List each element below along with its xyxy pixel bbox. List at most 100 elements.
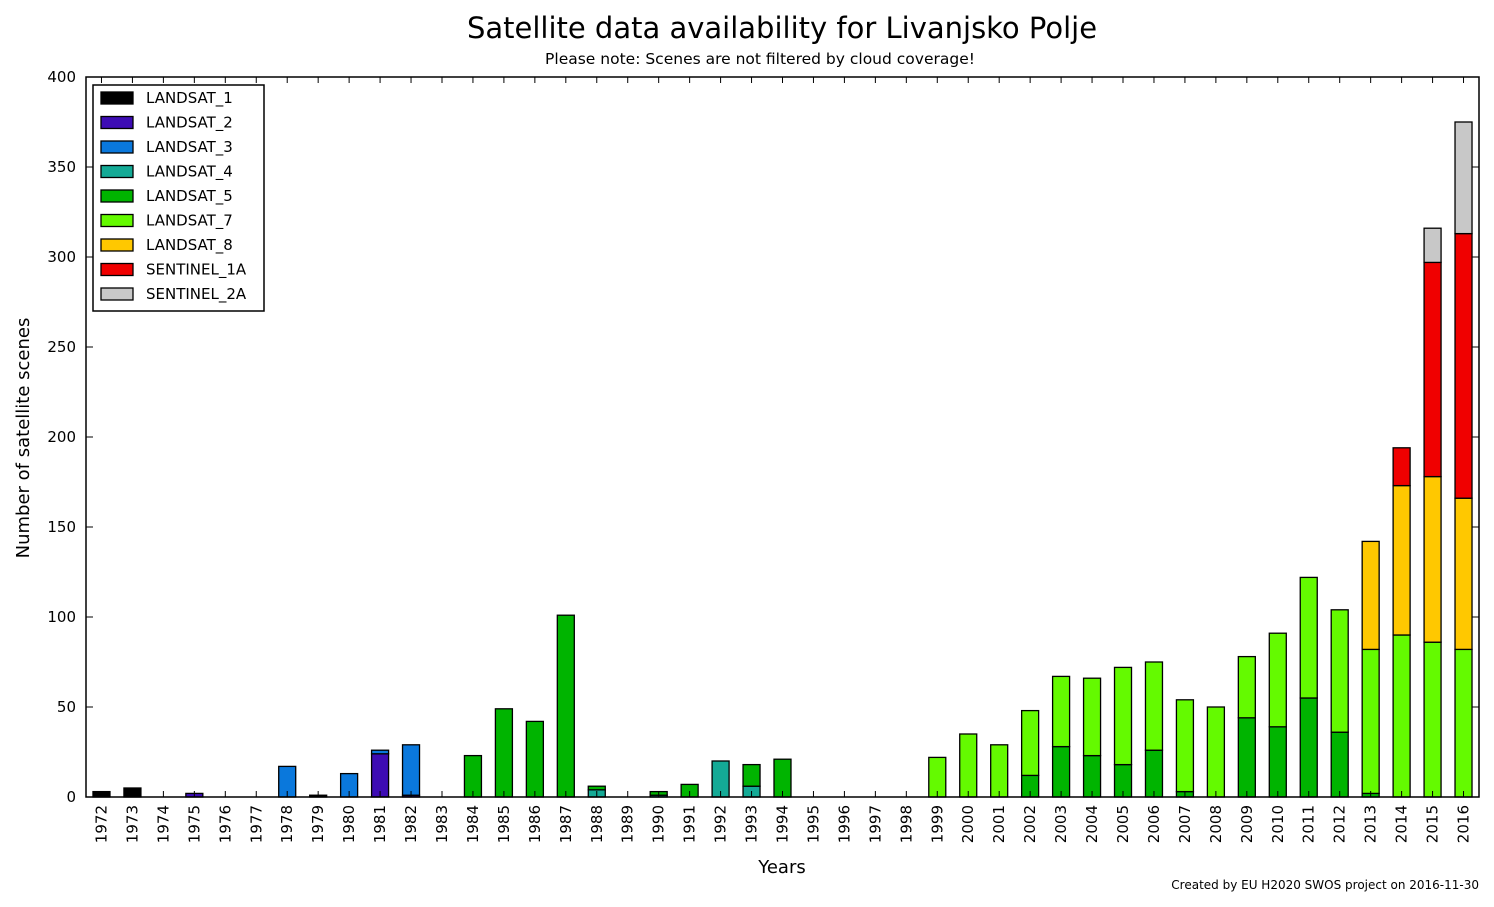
legend-swatch-landsat_3	[100, 140, 134, 154]
x-tick-label: 2013	[1362, 805, 1380, 843]
x-tick-label: 1999	[928, 805, 946, 843]
x-tick-label: 1997	[866, 805, 884, 843]
bar-sentinel_1a-2015	[1423, 261, 1442, 478]
legend-swatch-sentinel_2a	[100, 287, 134, 301]
bar-landsat_5-1987	[556, 614, 575, 798]
bar-landsat_5-2006	[1144, 749, 1164, 798]
chart-title: Satellite data availability for Livanjsk…	[467, 11, 1097, 45]
x-tick-label: 1998	[897, 805, 915, 843]
y-tick-label: 50	[57, 698, 76, 716]
y-tick-label: 200	[47, 428, 76, 446]
x-tick-label: 1982	[402, 805, 420, 843]
x-tick-label: 2011	[1300, 805, 1318, 843]
bar-landsat_8-2016	[1454, 497, 1473, 651]
legend-label-sentinel_1a: SENTINEL_1A	[146, 261, 247, 280]
bar-landsat_5-2010	[1268, 726, 1287, 798]
x-tick-label: 1984	[464, 805, 482, 843]
x-tick-label: 1975	[185, 805, 203, 843]
bar-landsat_8-2013	[1361, 540, 1380, 651]
x-tick-label: 2001	[990, 805, 1008, 843]
legend-label-sentinel_2a: SENTINEL_2A	[146, 285, 247, 304]
bar-sentinel_2a-2015	[1423, 227, 1442, 264]
x-tick-label: 2002	[1021, 805, 1039, 843]
bar-sentinel_1a-2014	[1392, 447, 1411, 487]
x-tick-label: 1983	[433, 805, 451, 843]
bar-landsat_5-1984	[463, 754, 483, 798]
bar-landsat_7-2012	[1330, 609, 1349, 733]
legend-label-landsat_5: LANDSAT_5	[146, 187, 233, 206]
bar-landsat_7-2011	[1299, 576, 1318, 699]
bar-sentinel_2a-2016	[1454, 121, 1473, 235]
bar-landsat_5-1985	[494, 708, 514, 798]
x-axis-ticks: 1972 1973 1974 1975 1976 1977 1978 1979 1980 1981…	[92, 77, 1473, 843]
legend-swatch-landsat_8	[100, 238, 134, 252]
legend-label-landsat_8: LANDSAT_8	[146, 236, 233, 255]
bar-landsat_7-2001	[990, 744, 1009, 798]
x-tick-label: 1986	[526, 805, 544, 843]
legend-label-landsat_4: LANDSAT_4	[146, 163, 233, 182]
x-tick-label: 2009	[1238, 805, 1256, 843]
bar-landsat_7-2006	[1144, 661, 1164, 751]
bar-landsat_8-2015	[1423, 475, 1442, 643]
y-tick-label: 400	[47, 68, 76, 86]
x-axis-label: Years	[757, 857, 806, 878]
legend-swatch-landsat_1	[100, 91, 134, 105]
x-tick-label: 1985	[495, 805, 513, 843]
chart-subtitle: Please note: Scenes are not filtered by …	[545, 50, 975, 68]
legend-swatch-landsat_4	[100, 164, 134, 179]
legend-label-landsat_1: LANDSAT_1	[146, 89, 233, 108]
legend: LANDSAT_1 LANDSAT_2 LANDSAT_3 LANDSAT_4 LAND…	[92, 84, 265, 312]
x-tick-label: 2004	[1083, 805, 1101, 843]
x-tick-label: 1991	[681, 805, 699, 843]
bar-landsat_5-2004	[1082, 754, 1102, 798]
bar-landsat_7-2008	[1206, 706, 1226, 798]
y-tick-label: 250	[47, 338, 76, 356]
legend-label-landsat_7: LANDSAT_7	[146, 212, 233, 231]
bar-landsat_7-2016	[1454, 648, 1473, 798]
y-axis-ticks: 0 50 100 150 200 250 300 350 400	[47, 68, 1479, 806]
x-tick-label: 1987	[557, 805, 575, 843]
y-tick-label: 0	[66, 788, 76, 806]
x-tick-label: 2014	[1393, 805, 1411, 843]
plot-frame	[85, 76, 1480, 798]
x-tick-label: 1989	[619, 805, 637, 843]
bar-landsat_7-2000	[959, 733, 978, 798]
x-tick-label: 2008	[1207, 805, 1225, 843]
y-tick-label: 300	[47, 248, 76, 266]
x-tick-label: 1980	[340, 805, 358, 843]
x-tick-label: 1977	[247, 805, 265, 843]
bar-landsat_5-1988	[587, 785, 606, 791]
x-tick-label: 2000	[959, 805, 977, 843]
legend-swatch-sentinel_1a	[100, 262, 134, 277]
credit-note: Created by EU H2020 SWOS project on 2016…	[1171, 878, 1479, 892]
x-tick-label: 1972	[92, 805, 110, 843]
legend-swatch-landsat_5	[100, 189, 134, 203]
bar-landsat_7-2004	[1082, 677, 1102, 757]
bar-landsat_7-2013	[1361, 648, 1380, 795]
bar-landsat_7-2009	[1237, 655, 1256, 719]
x-tick-label: 1981	[371, 805, 389, 843]
bar-landsat_7-2003	[1051, 675, 1071, 748]
bar-landsat_7-2007	[1175, 699, 1195, 793]
bar-landsat_8-2014	[1392, 484, 1411, 636]
x-tick-label: 1974	[154, 805, 172, 843]
x-tick-label: 2006	[1145, 805, 1163, 843]
bar-landsat_5-2012	[1330, 731, 1349, 798]
bar-landsat_7-2005	[1113, 666, 1133, 766]
bar-landsat_5-2011	[1299, 697, 1318, 798]
bar-landsat_5-1993	[742, 763, 761, 787]
x-tick-label: 1973	[123, 805, 141, 843]
legend-swatch-landsat_7	[100, 213, 134, 228]
bar-landsat_7-2002	[1020, 709, 1040, 777]
bar-sentinel_1a-2016	[1454, 232, 1473, 499]
legend-label-landsat_2: LANDSAT_2	[146, 114, 233, 133]
x-tick-label: 2015	[1424, 805, 1442, 843]
x-tick-label: 1992	[712, 805, 730, 843]
x-tick-label: 2012	[1331, 805, 1349, 843]
x-tick-label: 1995	[804, 805, 822, 843]
legend-swatch-landsat_2	[100, 115, 134, 130]
x-tick-label: 1978	[278, 805, 296, 843]
bar-landsat_5-2003	[1051, 745, 1071, 798]
x-tick-label: 2007	[1176, 805, 1194, 843]
